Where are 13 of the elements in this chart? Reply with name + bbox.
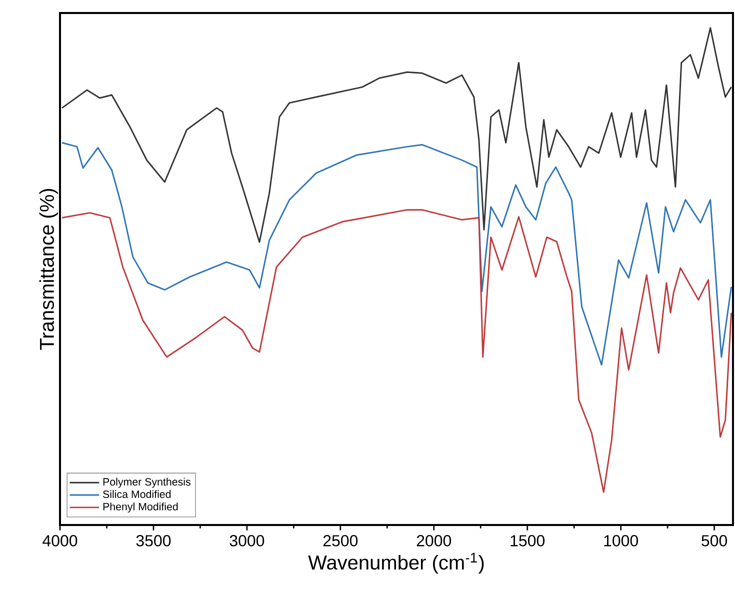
x-tick-label: 3500 [136, 535, 171, 546]
x-tick-label: 4000 [42, 535, 78, 546]
x-tick-label: 1500 [510, 535, 545, 546]
x-tick-label: 500 [702, 535, 728, 546]
x-tick-label: 2500 [323, 535, 358, 546]
x-tick-label: 2000 [416, 535, 452, 546]
x-axis-title: Wavenumber (cm$^{-1}$) [308, 552, 484, 574]
y-axis-title: Transmittance (%) [39, 188, 58, 350]
x-tick-label: 3000 [230, 535, 264, 546]
x-tick-label: 1000 [604, 535, 638, 546]
legend-label: Polymer Synthesis [103, 478, 190, 488]
legend-label: Silica Modified [103, 490, 171, 498]
legend-label: Phenyl Modified [103, 502, 178, 513]
